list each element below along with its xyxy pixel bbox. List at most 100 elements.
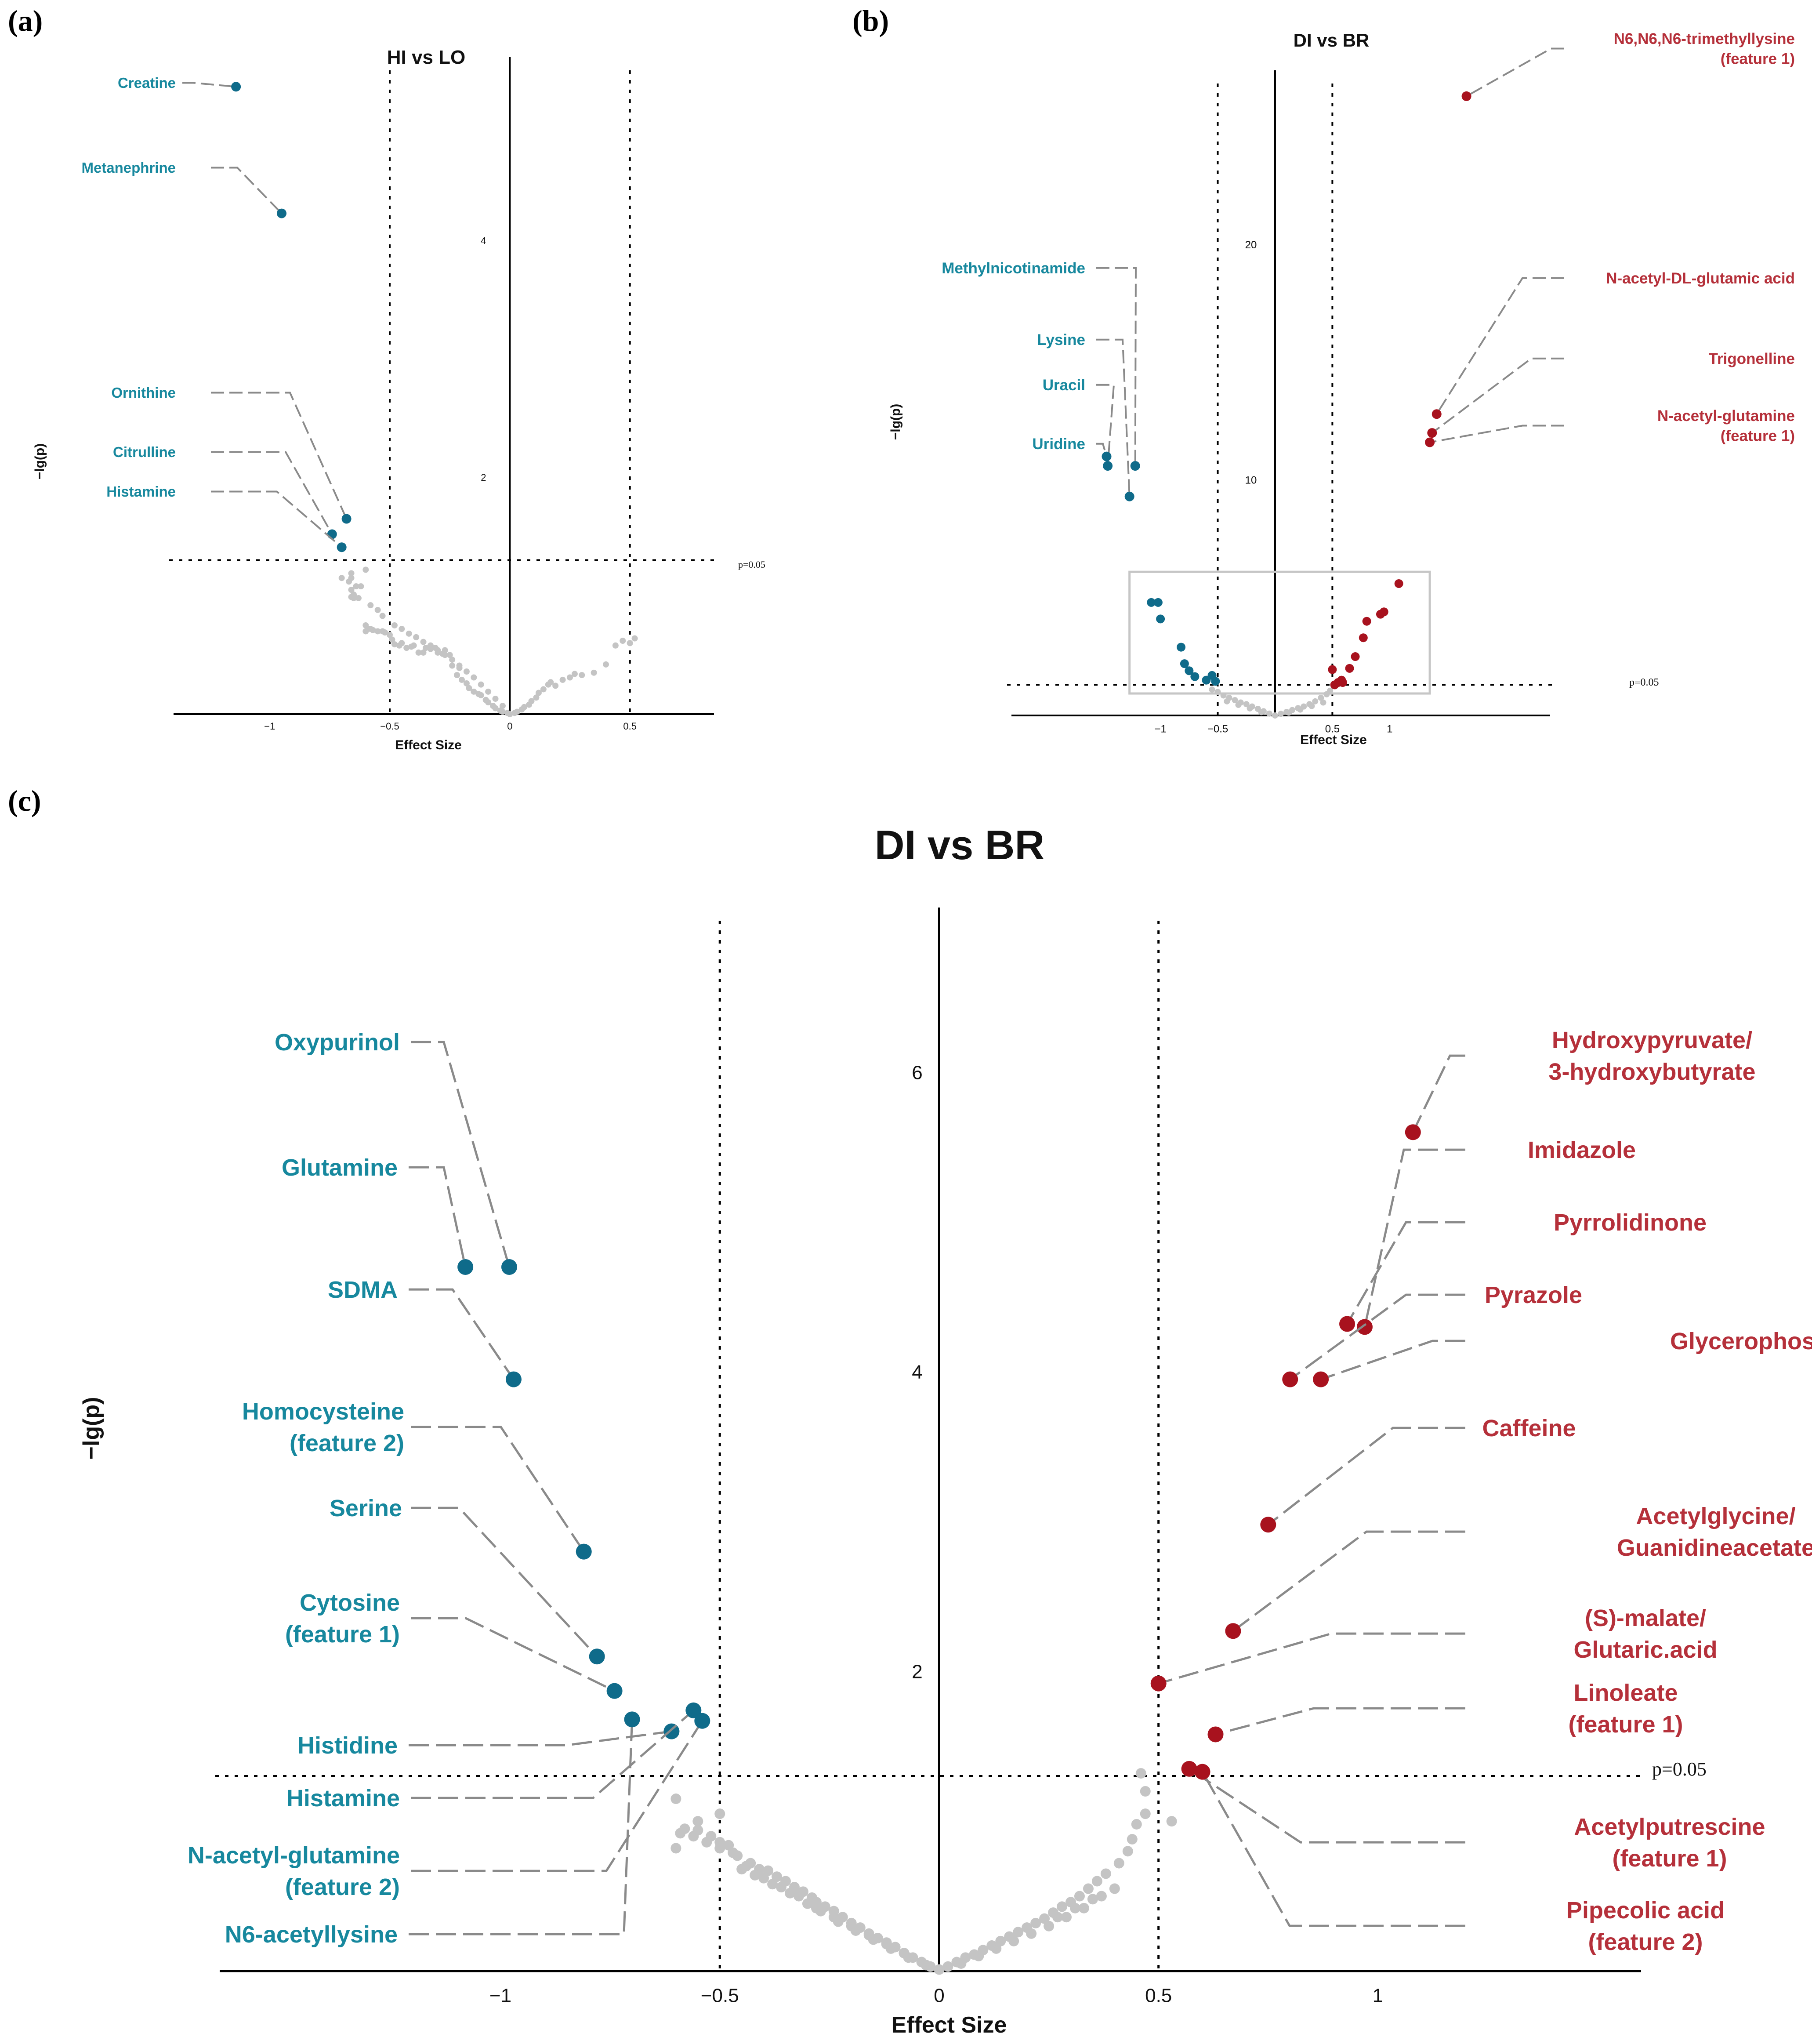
leader-line	[211, 167, 283, 214]
leader-line	[409, 1730, 672, 1746]
ns-point	[1247, 705, 1253, 712]
ns-point	[1087, 1894, 1098, 1905]
panel-b-volcano-plot: p=0.05 −1 −0.5 0.5 1 10 20 DI vs BR Effect Size −…	[888, 30, 1795, 747]
ns-point	[1297, 706, 1304, 713]
point-label-line: Oxypurinol	[275, 1029, 400, 1056]
ns-point	[391, 622, 398, 628]
point-label-linoleate: Linoleate (feature 1)	[1568, 1680, 1683, 1738]
ns-point	[1044, 1921, 1055, 1931]
x-axis-label: Effect Size	[1300, 733, 1367, 747]
ns-point	[899, 1948, 910, 1959]
leader-line	[1096, 443, 1108, 457]
point-label-line: (S)-malate/	[1585, 1605, 1706, 1631]
y-tick-label: 2	[912, 1661, 922, 1683]
point-label-line: Glycerophosphocholine	[1670, 1328, 1812, 1354]
ns-point	[1030, 1917, 1041, 1928]
p-threshold-label: p=0.05	[738, 559, 765, 570]
labeled-point-linoleate	[1207, 1726, 1224, 1743]
ns-point	[1026, 1928, 1037, 1939]
point-label-histamine: Histamine	[106, 483, 176, 500]
chart-title: DI vs BR	[1294, 30, 1370, 51]
y-tick-label: 6	[912, 1062, 922, 1083]
ns-point	[934, 1964, 945, 1975]
ns-point	[1278, 711, 1284, 717]
y-tick-label: 4	[912, 1361, 922, 1383]
ns-point	[478, 681, 484, 688]
ns-point	[374, 628, 381, 635]
ns-point	[387, 632, 393, 638]
x-tick-label: 0.5	[623, 721, 637, 732]
ns-point	[1078, 1902, 1089, 1913]
ns-point	[631, 635, 638, 642]
labeled-point-cytosine	[606, 1683, 623, 1699]
ns-point	[732, 1850, 743, 1861]
ns-point	[991, 1943, 1002, 1954]
ns-point	[485, 699, 492, 706]
ns-point	[456, 662, 463, 669]
x-tick-label: 0	[934, 1985, 944, 2006]
ns-point	[1069, 1902, 1080, 1913]
labeled-point-uracil	[1103, 461, 1113, 471]
ns-point	[942, 1961, 953, 1972]
leader-line	[1320, 1340, 1465, 1381]
ns-point	[620, 637, 626, 644]
ns-point	[688, 1831, 699, 1842]
ns-point	[591, 669, 597, 676]
labeled-point-acetylputrescine	[1181, 1761, 1197, 1777]
ns-point	[1057, 1901, 1068, 1912]
ns-point	[413, 634, 420, 640]
ns-point	[956, 1958, 967, 1969]
ns-point	[784, 1888, 795, 1899]
ns-point	[1266, 710, 1272, 717]
point-label-line: (feature 1)	[1721, 51, 1795, 68]
ns-point	[1318, 694, 1324, 701]
ns-point	[351, 595, 357, 602]
zoom-inset-box	[1128, 570, 1431, 695]
ns-point	[1061, 1912, 1072, 1923]
point-label-line: (feature 2)	[1588, 1929, 1703, 1955]
ns-point	[403, 645, 410, 651]
ns-point	[499, 703, 506, 709]
point-label-pipecolic-acid: Pipecolic acid (feature 2)	[1566, 1897, 1725, 1955]
labeled-point-hydroxypyruvate	[1405, 1124, 1421, 1140]
point-label-line: N6-acetyllysine	[225, 1921, 398, 1948]
ns-point	[758, 1873, 769, 1884]
ns-point	[442, 647, 448, 653]
ns-point	[399, 640, 405, 646]
ns-point	[1209, 686, 1215, 693]
ns-point	[1214, 689, 1221, 695]
leader-line	[1096, 338, 1131, 497]
labeled-point-glycerophosphocholine	[1313, 1371, 1329, 1387]
point-label-line: Imidazole	[1528, 1137, 1636, 1163]
leader-line	[1466, 47, 1564, 97]
ns-point	[701, 1837, 712, 1848]
labeled-point-histamine	[685, 1702, 702, 1718]
ns-point	[767, 1879, 778, 1890]
ns-point	[420, 649, 427, 656]
ns-point	[1327, 687, 1334, 694]
up-point	[1328, 665, 1337, 674]
ns-point	[1109, 1883, 1120, 1894]
point-label-glycerophosphocholine: Glycerophosphocholine	[1670, 1328, 1812, 1354]
point-label-line: Acetylputrescine	[1574, 1814, 1765, 1840]
point-label-line: Creatine	[118, 75, 176, 91]
point-label-n6-acetyllysine: N6-acetyllysine	[225, 1921, 398, 1948]
ns-point	[612, 642, 619, 649]
up-point	[1394, 579, 1403, 588]
ns-point	[463, 668, 470, 675]
point-label-pyrazole: Pyrazole	[1485, 1282, 1582, 1308]
point-label-line: N-acetyl-glutamine	[188, 1842, 400, 1869]
leader-line	[211, 392, 348, 519]
point-label-line: Glutaric.acid	[1573, 1637, 1717, 1663]
ns-point	[579, 672, 585, 679]
ns-point	[362, 566, 369, 573]
leader-line	[1429, 425, 1564, 443]
ns-point	[540, 686, 547, 693]
labeled-point-creatine	[231, 82, 241, 92]
point-label-sdma: SDMA	[328, 1277, 398, 1303]
ns-point	[370, 627, 376, 633]
ns-point	[535, 690, 542, 696]
leader-line	[409, 1288, 515, 1380]
down-point	[1202, 675, 1211, 685]
point-label-line: N-acetyl-glutamine	[1657, 407, 1795, 425]
